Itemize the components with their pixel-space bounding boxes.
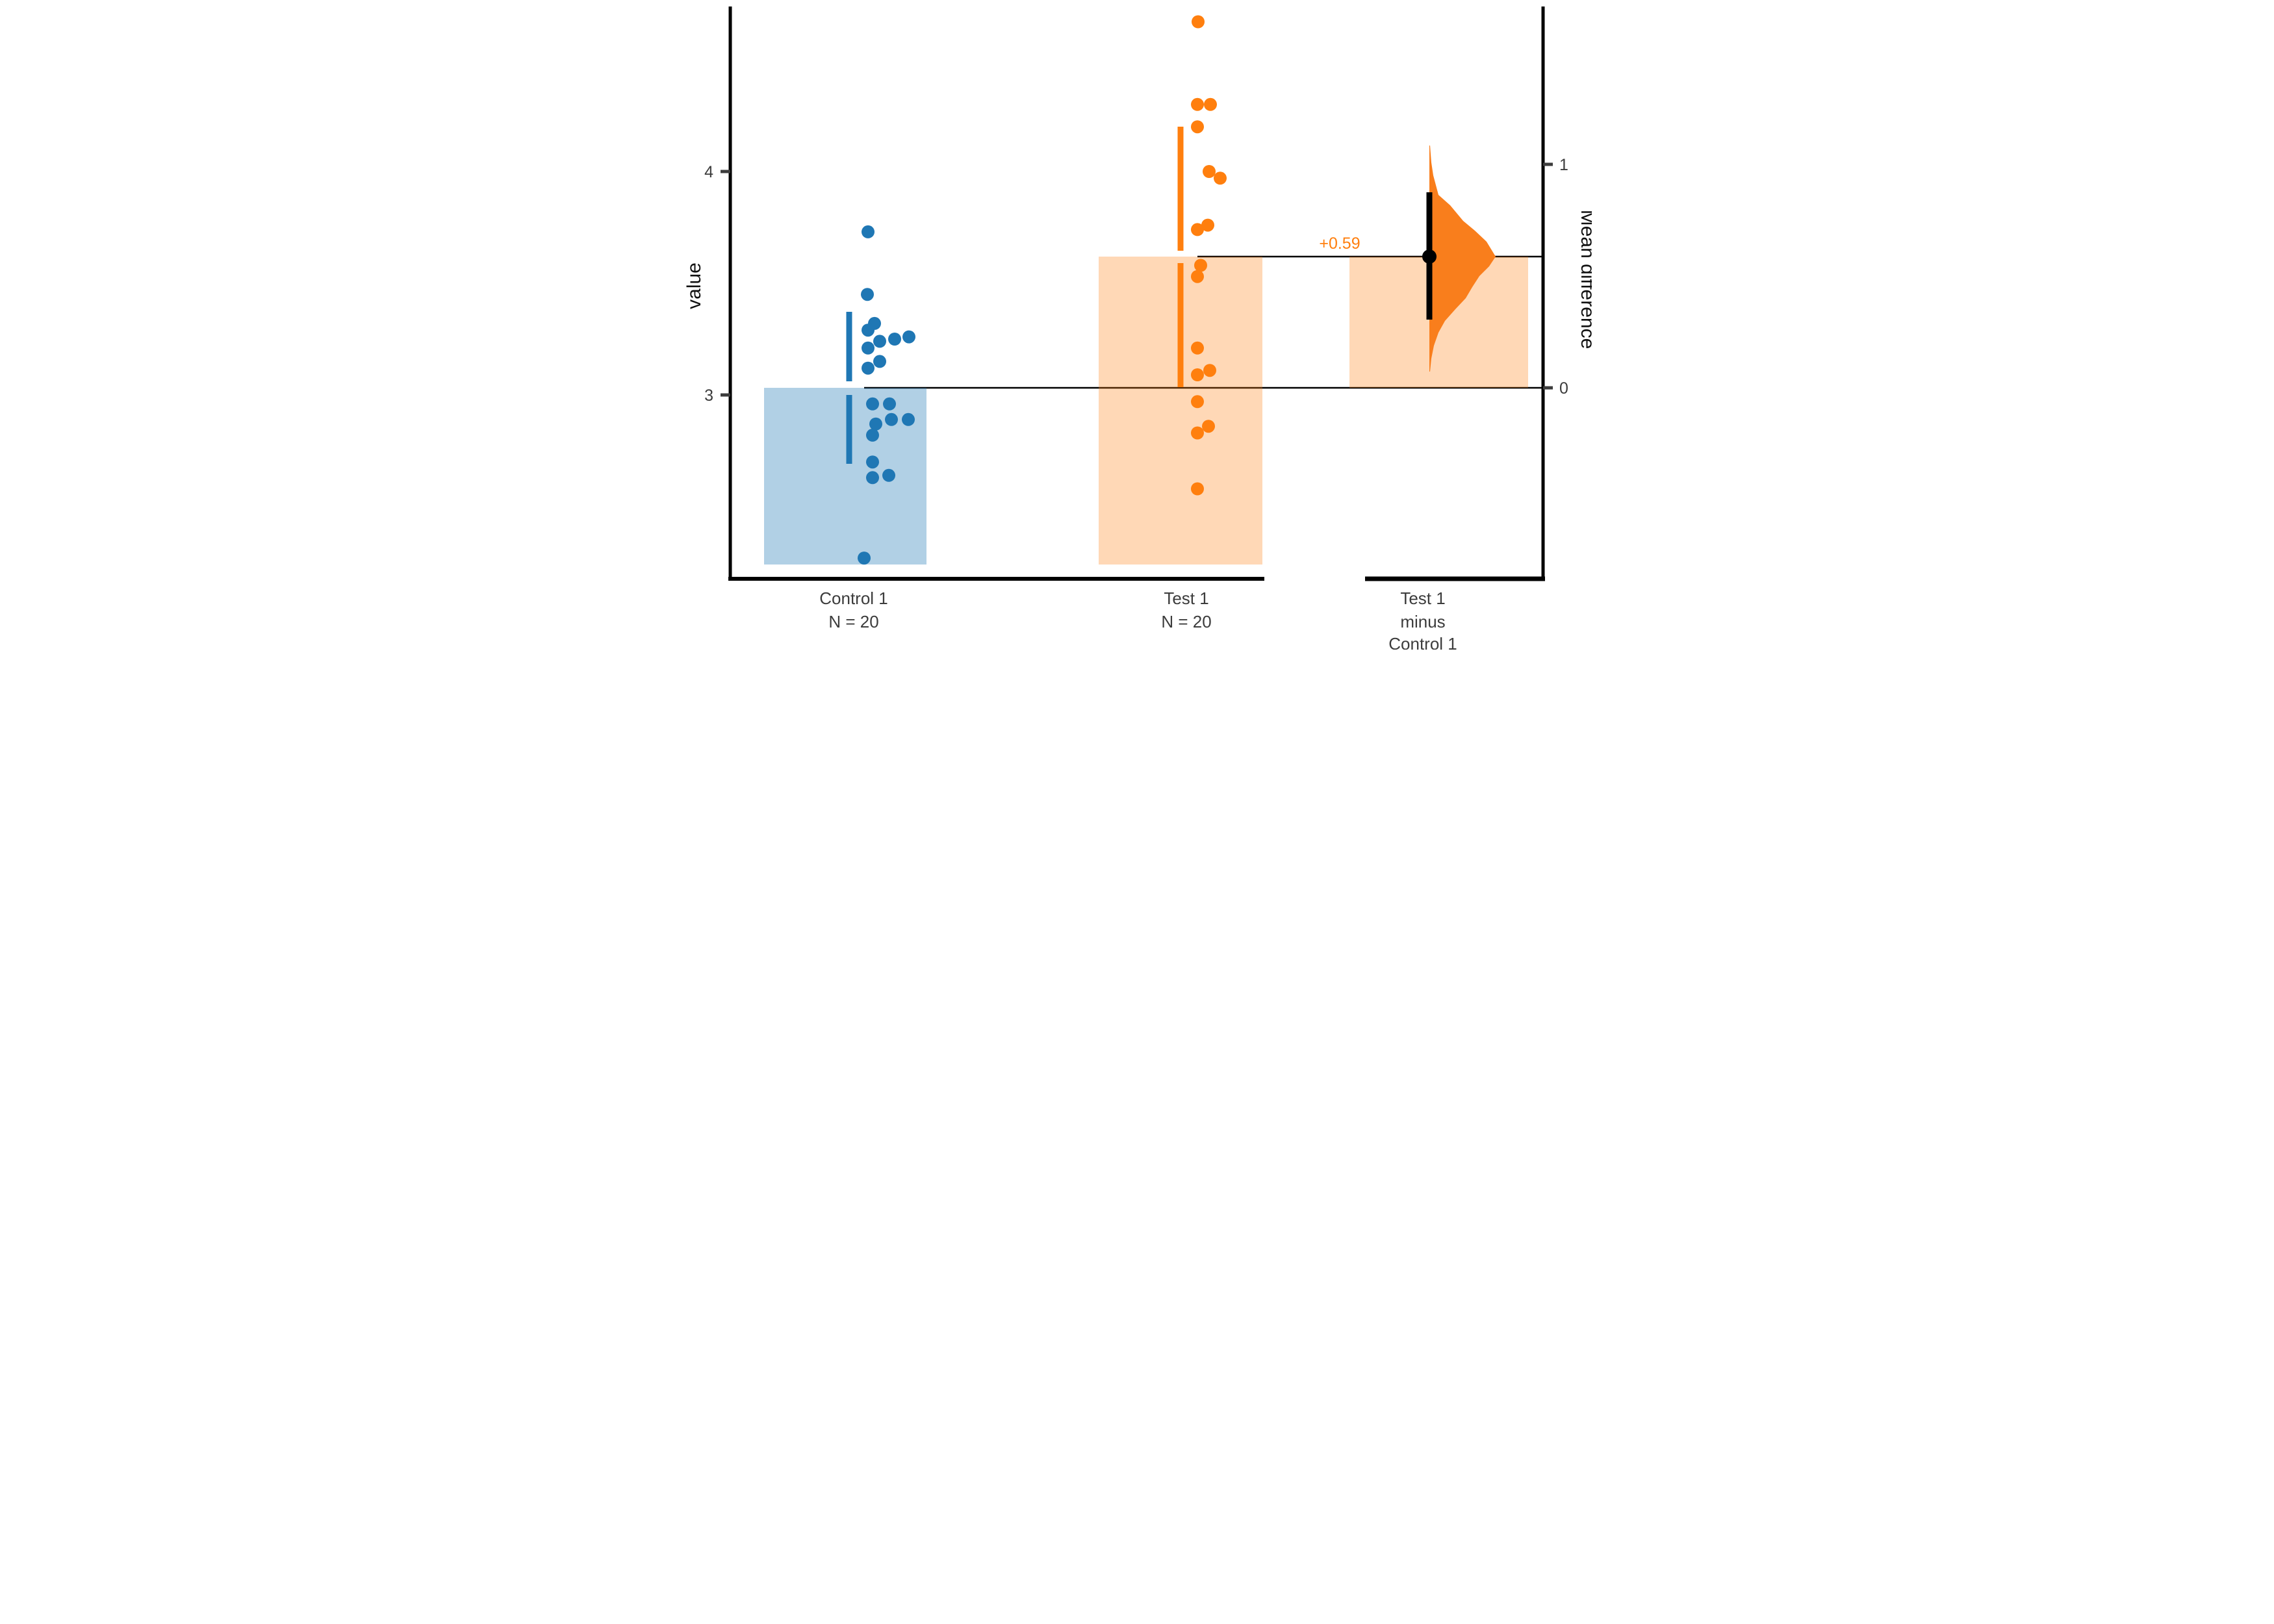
estimation-plot-svg: 4 3 1 0 value Mean difference +0.59 Cont… bbox=[683, 6, 1592, 650]
left-axis-title: value bbox=[683, 262, 705, 309]
diff-label-line3: Control 1 bbox=[1388, 634, 1457, 650]
data-point bbox=[1191, 97, 1204, 111]
data-point bbox=[866, 428, 879, 442]
data-point bbox=[1191, 270, 1204, 283]
right-tick-label-1: 1 bbox=[1559, 156, 1568, 174]
data-point bbox=[862, 225, 875, 238]
data-point bbox=[1191, 120, 1204, 134]
data-point bbox=[1204, 97, 1217, 111]
control-swarm-dots bbox=[858, 225, 915, 565]
effect-size-annotation: +0.59 bbox=[1319, 235, 1360, 253]
control-n-label: N = 20 bbox=[828, 612, 878, 631]
data-point bbox=[862, 324, 875, 337]
test-name-label: Test 1 bbox=[1164, 589, 1208, 608]
right-axis-title: Mean difference bbox=[1577, 210, 1592, 349]
data-point bbox=[1203, 165, 1216, 178]
data-point bbox=[1191, 482, 1204, 496]
left-tick-label-3: 3 bbox=[704, 387, 713, 405]
data-point bbox=[902, 412, 915, 426]
data-point bbox=[1194, 259, 1207, 272]
data-point bbox=[861, 288, 874, 301]
bootstrap-distribution-violin bbox=[1429, 146, 1496, 372]
test-axis-label: Test 1 N = 20 bbox=[1161, 589, 1211, 631]
data-point bbox=[1191, 368, 1204, 381]
left-tick-label-4: 4 bbox=[704, 163, 713, 181]
data-point bbox=[873, 335, 886, 348]
data-point bbox=[1191, 395, 1204, 409]
test-swarm-dots bbox=[1191, 15, 1227, 496]
estimation-plot: 4 3 1 0 value Mean difference +0.59 Cont… bbox=[682, 0, 1592, 650]
data-point bbox=[866, 455, 879, 469]
data-point bbox=[862, 361, 875, 375]
control-mean-bar bbox=[764, 388, 926, 565]
data-point bbox=[1203, 364, 1216, 377]
data-point bbox=[858, 552, 871, 565]
data-point bbox=[888, 333, 901, 346]
control-axis-label: Control 1 N = 20 bbox=[819, 589, 888, 631]
data-point bbox=[869, 417, 882, 431]
difference-axis-label: Test 1 minus Control 1 bbox=[1388, 589, 1457, 650]
data-point bbox=[866, 397, 879, 411]
data-point bbox=[882, 468, 895, 482]
data-point bbox=[1191, 426, 1204, 440]
data-point bbox=[1202, 420, 1215, 433]
data-point bbox=[902, 330, 915, 344]
data-point bbox=[1214, 171, 1227, 185]
test-n-label: N = 20 bbox=[1161, 612, 1211, 631]
data-point bbox=[866, 471, 879, 485]
data-point bbox=[1201, 218, 1214, 232]
mean-difference-point bbox=[1422, 249, 1437, 264]
data-point bbox=[1192, 15, 1205, 29]
data-point bbox=[1191, 341, 1204, 355]
diff-label-line2: minus bbox=[1400, 612, 1445, 631]
data-point bbox=[1191, 223, 1204, 236]
right-tick-label-0: 0 bbox=[1559, 379, 1568, 398]
diff-label-line1: Test 1 bbox=[1400, 589, 1445, 608]
data-point bbox=[885, 412, 898, 426]
control-name-label: Control 1 bbox=[819, 589, 888, 608]
data-point bbox=[883, 397, 896, 411]
data-point bbox=[873, 355, 886, 368]
data-point bbox=[862, 341, 875, 355]
